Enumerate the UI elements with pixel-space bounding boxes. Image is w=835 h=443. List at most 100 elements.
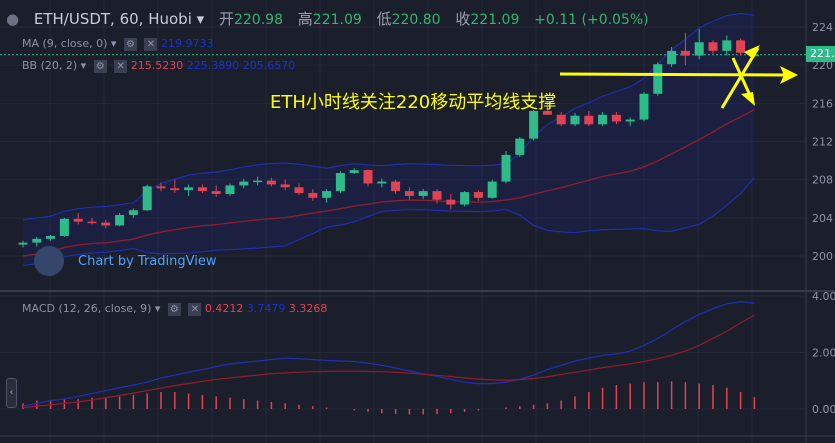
settings-icon[interactable]: ⚙ bbox=[123, 37, 137, 51]
bb-band-fill bbox=[23, 13, 755, 266]
candle-body bbox=[542, 110, 552, 115]
candle-body bbox=[322, 191, 332, 198]
dropdown-arrow-icon[interactable]: ▾ bbox=[110, 37, 117, 50]
dropdown-arrow-icon[interactable]: ▾ bbox=[196, 10, 205, 28]
candle-body bbox=[377, 181, 387, 184]
candle-body bbox=[266, 180, 276, 185]
settings-icon[interactable]: ⚙ bbox=[93, 59, 107, 73]
bb-mid-value: 225.3890 bbox=[186, 59, 240, 72]
settings-icon[interactable]: ⚙ bbox=[167, 302, 181, 316]
candle-body bbox=[722, 40, 732, 51]
watermark-text: Chart by TradingView bbox=[78, 254, 217, 269]
candle-body bbox=[625, 119, 635, 122]
candle-body bbox=[294, 187, 304, 194]
close-value: 221.09 bbox=[470, 12, 520, 28]
candle-body bbox=[115, 214, 125, 226]
candle-body bbox=[404, 191, 414, 196]
current-price-tag: 221. bbox=[806, 46, 835, 62]
candle-body bbox=[349, 170, 359, 173]
candle-body bbox=[584, 115, 594, 125]
y-tick-label: 200 bbox=[812, 250, 833, 263]
candle-body bbox=[308, 193, 318, 198]
macd-signal-value: 3.7479 bbox=[246, 302, 286, 315]
candle-body bbox=[556, 114, 566, 125]
candle-body bbox=[225, 185, 235, 194]
bb-lower-line bbox=[22, 177, 755, 267]
candle-body bbox=[46, 235, 56, 239]
candle-body bbox=[101, 222, 111, 226]
symbol-label[interactable]: ETH/USDT, 60, Huobi bbox=[33, 10, 192, 28]
candle-body bbox=[197, 187, 207, 192]
ma-value: 219.9733 bbox=[160, 37, 214, 50]
bb-lower-value: 205.6570 bbox=[242, 59, 296, 72]
macd-line bbox=[22, 300, 755, 407]
candle-body bbox=[391, 181, 401, 192]
candle-body bbox=[653, 64, 663, 94]
open-value: 220.98 bbox=[233, 12, 283, 28]
candle-body bbox=[156, 186, 166, 189]
candle-body bbox=[170, 188, 180, 191]
close-icon[interactable]: ✕ bbox=[188, 302, 202, 316]
y-tick-label: 208 bbox=[812, 174, 833, 187]
candle-body bbox=[570, 115, 580, 125]
bb-indicator-row: BB (20, 2) ▾ ⚙ ✕ 215.5230 225.3890 205.6… bbox=[22, 59, 295, 73]
candle-body bbox=[460, 192, 470, 205]
change-value: +0.11 (+0.05%) bbox=[534, 12, 649, 28]
y-tick-label: 204 bbox=[812, 212, 833, 225]
low-value: 220.80 bbox=[391, 12, 441, 28]
macd-label[interactable]: MACD (12, 26, close, 9) bbox=[22, 302, 152, 315]
symbol-header: ● ETH/USDT, 60, Huobi ▾ 开220.98 高221.09 … bbox=[6, 8, 649, 29]
candle-body bbox=[73, 218, 83, 222]
scroll-left-icon[interactable]: ‹ bbox=[6, 378, 17, 408]
macd-indicator-row: MACD (12, 26, close, 9) ▾ ⚙ ✕ 0.4212 3.7… bbox=[22, 302, 327, 316]
high-label: 高 bbox=[297, 10, 313, 28]
annotation-arrowhead-down bbox=[741, 92, 755, 106]
y-tick-label: 220 bbox=[812, 59, 833, 72]
candle-body bbox=[611, 114, 621, 122]
macd-hist-value: 3.3268 bbox=[288, 302, 328, 315]
ma-indicator-row: MA (9, close, 0) ▾ ⚙ ✕ 219.9733 bbox=[22, 37, 213, 51]
candle-body bbox=[59, 218, 69, 236]
open-label: 开 bbox=[218, 10, 234, 28]
candle-body bbox=[335, 172, 345, 192]
close-label: 收 bbox=[455, 10, 471, 28]
candle-body bbox=[639, 93, 649, 120]
ma-line bbox=[22, 109, 755, 257]
close-icon[interactable]: ✕ bbox=[144, 37, 158, 51]
candle-body bbox=[680, 50, 690, 56]
dropdown-arrow-icon[interactable]: ▾ bbox=[154, 302, 161, 315]
bb-label[interactable]: BB (20, 2) bbox=[22, 59, 78, 72]
y-tick-label: 216 bbox=[812, 97, 833, 110]
candle-body bbox=[667, 50, 677, 65]
annotation-arrowhead-up bbox=[744, 45, 760, 58]
macd-value: 0.4212 bbox=[204, 302, 244, 315]
high-value: 221.09 bbox=[312, 12, 362, 28]
close-icon[interactable]: ✕ bbox=[114, 59, 128, 73]
candle-body bbox=[253, 180, 263, 183]
y-tick-label: 2.00 bbox=[812, 347, 835, 360]
candle-body bbox=[418, 191, 428, 196]
candle-body bbox=[32, 238, 42, 243]
candle-body bbox=[694, 42, 704, 56]
annotation-arrowhead bbox=[780, 66, 798, 84]
candle-body bbox=[18, 242, 28, 245]
candle-body bbox=[708, 42, 718, 51]
annotation-arrow-line bbox=[559, 72, 791, 77]
symbol-icon: ● bbox=[6, 10, 20, 28]
signal-line bbox=[22, 314, 755, 409]
candle-body bbox=[736, 40, 746, 53]
candle-body bbox=[432, 191, 442, 200]
y-tick-label: 212 bbox=[812, 136, 833, 149]
dropdown-arrow-icon[interactable]: ▾ bbox=[80, 59, 87, 72]
candle-body bbox=[501, 154, 511, 182]
candle-body bbox=[280, 184, 290, 188]
candle-body bbox=[529, 110, 539, 139]
candle-body bbox=[446, 199, 456, 205]
candle-body bbox=[487, 181, 497, 198]
bb-upper-value: 215.5230 bbox=[130, 59, 184, 72]
y-tick-label: 4.00 bbox=[812, 290, 835, 303]
ma-label[interactable]: MA (9, close, 0) bbox=[22, 37, 108, 50]
candle-body bbox=[239, 181, 249, 186]
candle-body bbox=[363, 170, 373, 184]
